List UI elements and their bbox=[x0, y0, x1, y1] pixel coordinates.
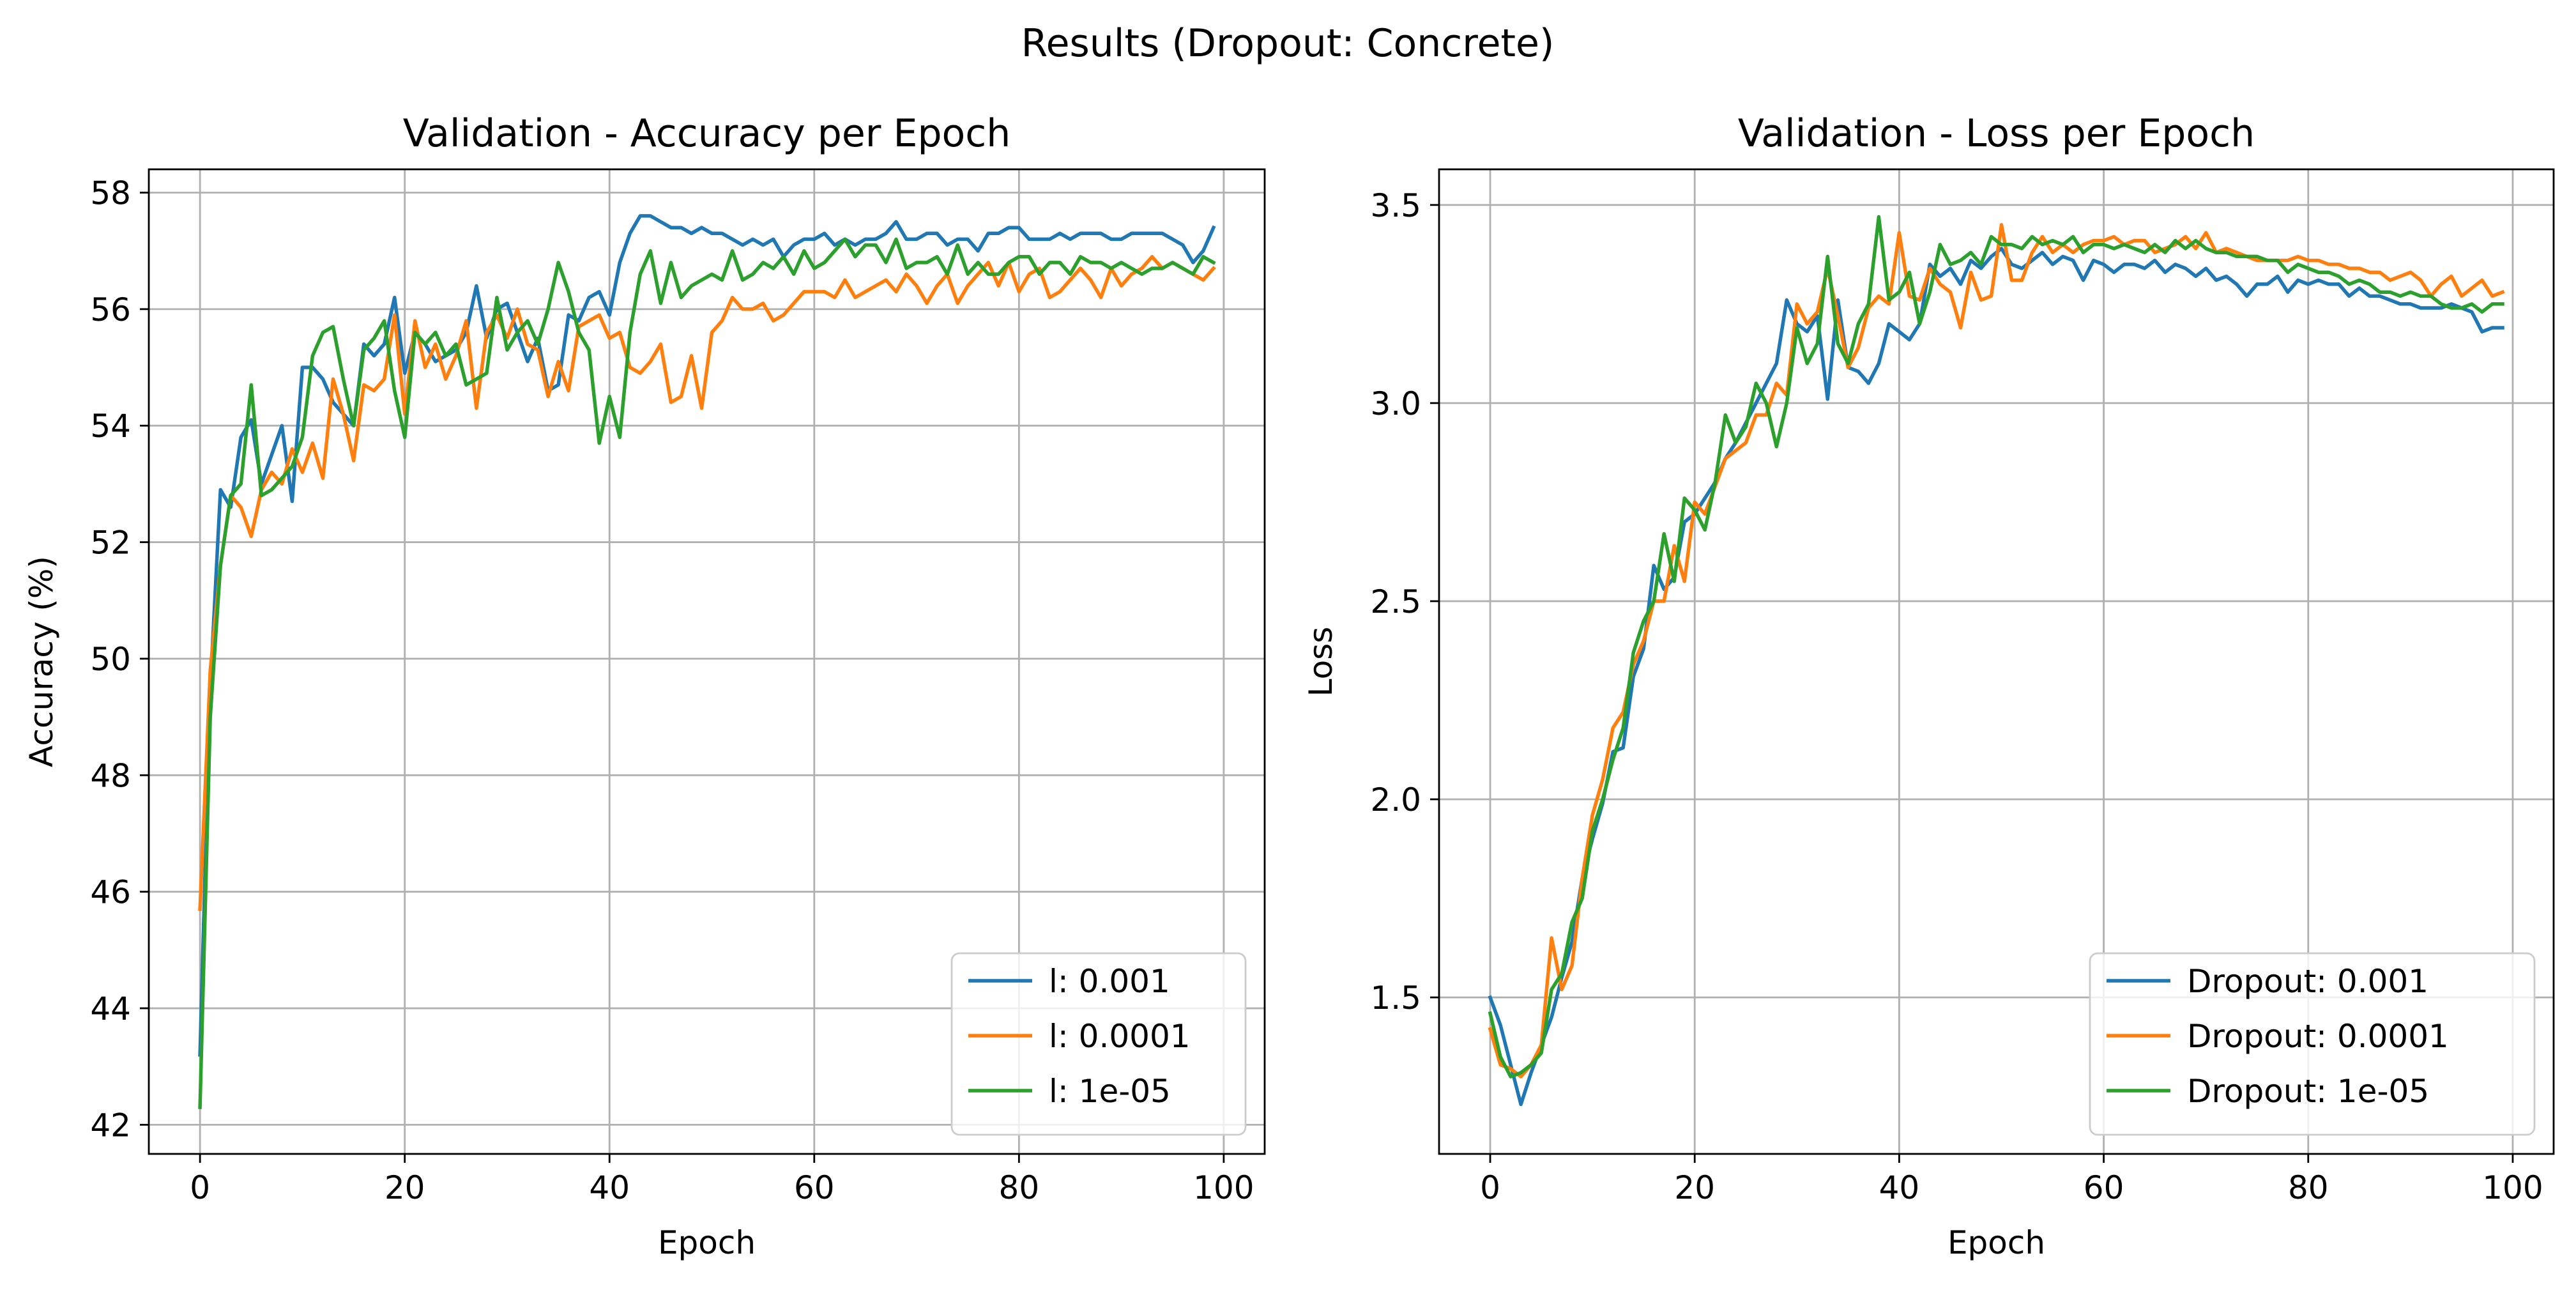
chart-loss-legend-label-1: Dropout: 0.001 bbox=[2187, 963, 2428, 1000]
chart-accuracy-xtick-label-80: 80 bbox=[999, 1169, 1040, 1206]
chart-accuracy-series-2-line bbox=[198, 255, 1216, 911]
chart-loss-xtick-label-20: 20 bbox=[1674, 1169, 1715, 1206]
chart-accuracy-xlabel: Epoch bbox=[658, 1224, 756, 1261]
chart-accuracy-xtick-label-100: 100 bbox=[1193, 1169, 1254, 1206]
chart-loss-xtick-label-40: 40 bbox=[1879, 1169, 1920, 1206]
chart-accuracy-ylabel: Accuracy (%) bbox=[23, 556, 60, 767]
chart-loss-ylabel: Loss bbox=[1302, 627, 1339, 697]
chart-accuracy-ytick-label-56: 56 bbox=[90, 291, 131, 328]
chart-accuracy-ytick-label-42: 42 bbox=[90, 1107, 131, 1144]
chart-loss-series-3-line bbox=[1488, 215, 2504, 1079]
chart-accuracy-legend-label-2: l: 0.0001 bbox=[1049, 1018, 1191, 1055]
chart-accuracy-xtick-label-60: 60 bbox=[794, 1169, 835, 1206]
chart-loss-ytick-label-2.5: 2.5 bbox=[1370, 583, 1421, 620]
chart-loss: 0 20 40 60 80 100 1.5 2.0 2.5 3.0 3.5 Validation - … bbox=[1302, 111, 2555, 1261]
chart-accuracy-ytick-label-54: 54 bbox=[90, 408, 131, 445]
chart-accuracy-legend-label-1: l: 0.001 bbox=[1049, 963, 1170, 1000]
chart-loss-legend: Dropout: 0.001 Dropout: 0.0001 Dropout: 1e… bbox=[2089, 952, 2536, 1136]
chart-accuracy-xtick-label-20: 20 bbox=[385, 1169, 425, 1206]
chart-loss-ytick-label-1.5: 1.5 bbox=[1370, 979, 1421, 1017]
chart-accuracy-xtick-label-0: 0 bbox=[190, 1169, 210, 1206]
chart-loss-xtick-label-80: 80 bbox=[2288, 1169, 2329, 1206]
chart-loss-legend-label-2: Dropout: 0.0001 bbox=[2187, 1018, 2449, 1055]
chart-accuracy-legend-label-3: l: 1e-05 bbox=[1049, 1073, 1171, 1110]
chart-loss-ytick-label-2: 2.0 bbox=[1370, 781, 1421, 818]
chart-loss-xtick-label-100: 100 bbox=[2482, 1169, 2543, 1206]
chart-loss-series-2-line bbox=[1488, 223, 2505, 1079]
chart-accuracy-xtick-label-40: 40 bbox=[589, 1169, 630, 1206]
chart-accuracy-ytick-label-50: 50 bbox=[90, 641, 131, 678]
chart-loss-xtick-label-60: 60 bbox=[2084, 1169, 2124, 1206]
chart-loss-ytick-label-3: 3.0 bbox=[1370, 385, 1421, 422]
chart-loss-title: Validation - Loss per Epoch bbox=[1738, 111, 2255, 156]
chart-accuracy-ytick-label-44: 44 bbox=[90, 990, 131, 1027]
chart-accuracy-series-1-line bbox=[198, 214, 1216, 1057]
chart-loss-legend-label-3: Dropout: 1e-05 bbox=[2187, 1073, 2429, 1110]
chart-loss-legend-box bbox=[2089, 952, 2536, 1136]
chart-accuracy-ytick-label-48: 48 bbox=[90, 757, 131, 794]
chart-accuracy: 0 20 40 60 80 100 42 44 46 48 50 52 54 56 58 Validation… bbox=[23, 111, 1266, 1261]
chart-accuracy-legend: l: 0.001 l: 0.0001 l: 1e-05 bbox=[950, 952, 1247, 1136]
chart-loss-xtick-label-0: 0 bbox=[1480, 1169, 1500, 1206]
chart-loss-ytick-label-3.5: 3.5 bbox=[1370, 187, 1421, 224]
chart-accuracy-ytick-label-58: 58 bbox=[90, 174, 131, 211]
figure-suptitle: Results (Dropout: Concrete) bbox=[1021, 21, 1555, 66]
chart-loss-xlabel: Epoch bbox=[1947, 1224, 2045, 1261]
chart-accuracy-series-3-line bbox=[198, 237, 1216, 1109]
chart-accuracy-ytick-label-52: 52 bbox=[90, 525, 131, 562]
chart-accuracy-axes-frame bbox=[148, 168, 1266, 1155]
chart-loss-axes-frame bbox=[1438, 168, 2555, 1155]
chart-accuracy-title: Validation - Accuracy per Epoch bbox=[403, 111, 1011, 156]
chart-accuracy-ytick-label-46: 46 bbox=[90, 874, 131, 911]
